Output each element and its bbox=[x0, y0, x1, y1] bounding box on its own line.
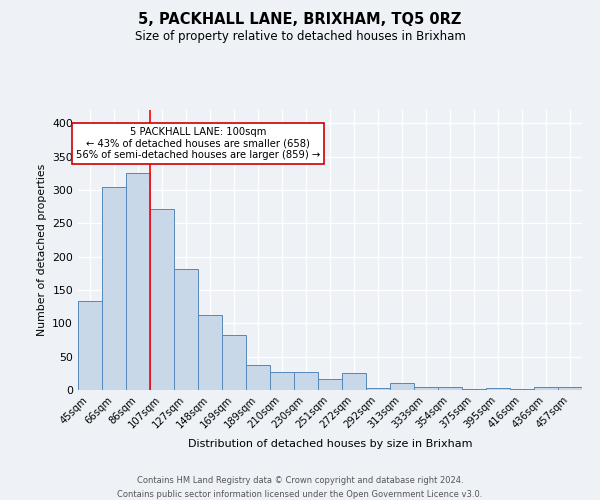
Bar bbox=[318, 378, 342, 390]
Bar bbox=[270, 372, 294, 390]
Bar bbox=[78, 300, 102, 390]
Bar bbox=[174, 268, 198, 390]
Bar bbox=[438, 386, 462, 390]
Y-axis label: Number of detached properties: Number of detached properties bbox=[37, 164, 47, 336]
Bar bbox=[414, 386, 438, 390]
Bar bbox=[390, 382, 414, 390]
Bar bbox=[342, 374, 366, 390]
Text: Contains HM Land Registry data © Crown copyright and database right 2024.: Contains HM Land Registry data © Crown c… bbox=[137, 476, 463, 485]
Bar bbox=[486, 388, 510, 390]
Bar bbox=[246, 364, 270, 390]
X-axis label: Distribution of detached houses by size in Brixham: Distribution of detached houses by size … bbox=[188, 439, 472, 449]
Text: Size of property relative to detached houses in Brixham: Size of property relative to detached ho… bbox=[134, 30, 466, 43]
Bar bbox=[198, 316, 222, 390]
Bar bbox=[126, 174, 150, 390]
Bar bbox=[534, 386, 558, 390]
Bar bbox=[102, 186, 126, 390]
Text: 5, PACKHALL LANE, BRIXHAM, TQ5 0RZ: 5, PACKHALL LANE, BRIXHAM, TQ5 0RZ bbox=[139, 12, 461, 28]
Bar bbox=[558, 386, 582, 390]
Bar bbox=[366, 388, 390, 390]
Bar bbox=[294, 372, 318, 390]
Text: 5 PACKHALL LANE: 100sqm
← 43% of detached houses are smaller (658)
56% of semi-d: 5 PACKHALL LANE: 100sqm ← 43% of detache… bbox=[76, 126, 320, 160]
Text: Contains public sector information licensed under the Open Government Licence v3: Contains public sector information licen… bbox=[118, 490, 482, 499]
Bar bbox=[150, 208, 174, 390]
Bar bbox=[222, 334, 246, 390]
